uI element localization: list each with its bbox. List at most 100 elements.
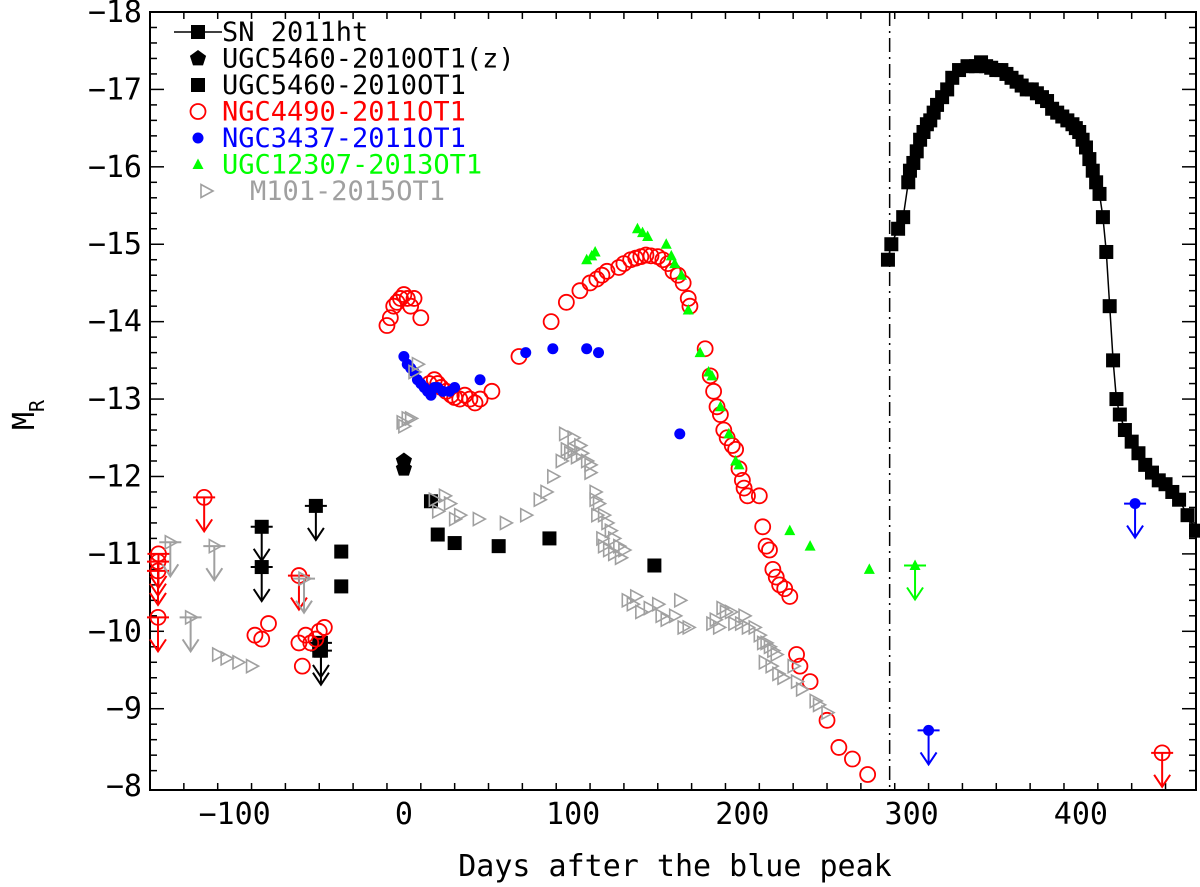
data-point — [580, 453, 596, 469]
data-point — [940, 82, 955, 97]
data-point — [519, 507, 535, 524]
x-tick-label: −100 — [199, 797, 271, 832]
data-point — [571, 282, 589, 300]
y-tick-label: −9 — [106, 692, 142, 727]
data-point — [451, 390, 469, 408]
data-point — [575, 445, 591, 462]
upper-limit-head — [252, 588, 271, 603]
legend-label: SN 2011ht — [222, 17, 368, 48]
x-axis-title: Days after the blue peak — [458, 849, 891, 884]
data-point — [555, 453, 570, 469]
data-point — [818, 711, 836, 729]
series-6 — [159, 356, 836, 721]
data-point — [665, 249, 677, 261]
upper-limit — [304, 498, 327, 542]
upper-limit-head — [149, 575, 168, 590]
data-point — [739, 487, 756, 505]
data-point — [447, 536, 462, 551]
data-point — [770, 646, 785, 663]
data-point — [483, 382, 501, 400]
legend-marker — [189, 103, 207, 120]
data-point — [909, 144, 924, 159]
y-tick-label: −14 — [88, 305, 142, 340]
series-5 — [581, 222, 927, 602]
data-point — [378, 317, 396, 334]
series-0 — [880, 55, 1200, 538]
data-point — [211, 646, 227, 663]
upper-limit — [1124, 498, 1147, 540]
data-point — [767, 642, 782, 659]
data-point — [642, 230, 654, 241]
data-point — [863, 563, 875, 574]
data-point — [405, 290, 423, 307]
data-point — [1124, 434, 1139, 449]
data-point — [705, 382, 723, 400]
data-point — [706, 369, 718, 381]
data-point — [790, 673, 806, 690]
data-point — [491, 539, 506, 554]
data-point — [448, 511, 464, 527]
legend-marker — [191, 78, 205, 92]
data-point — [547, 468, 562, 485]
data-point — [334, 544, 349, 559]
data-point — [696, 340, 714, 358]
data-point — [715, 421, 733, 439]
data-point — [1092, 186, 1107, 201]
data-point — [727, 440, 745, 458]
data-point — [220, 650, 235, 667]
y-tick-label: −18 — [88, 0, 142, 30]
data-point — [694, 346, 706, 358]
data-point — [398, 290, 416, 307]
data-point — [602, 542, 618, 558]
legend-label: NGC3437-2011OT1 — [222, 123, 466, 154]
y-tick-label: −10 — [88, 614, 142, 649]
upper-limit-head — [312, 672, 330, 687]
upper-limit — [917, 724, 940, 767]
upper-limit-head — [149, 638, 167, 654]
y-tick-label: −16 — [88, 150, 142, 185]
y-tick-label: −13 — [88, 382, 142, 417]
data-point — [290, 634, 308, 652]
upper-limit — [147, 608, 169, 654]
data-point — [859, 766, 877, 783]
upper-limit-head — [906, 586, 924, 602]
y-tick-label: −11 — [88, 537, 142, 572]
data-point — [750, 487, 768, 505]
legend-label: UGC5460-2010OT1(z) — [222, 44, 515, 75]
data-point — [764, 560, 782, 578]
x-tick-label: 200 — [715, 797, 769, 832]
data-point — [777, 669, 792, 686]
data-point — [591, 507, 606, 524]
legend: SN 2011htUGC5460-2010OT1(z)UGC5460-2010O… — [174, 17, 515, 207]
data-point — [655, 607, 670, 624]
data-point — [767, 568, 785, 586]
data-point — [733, 471, 751, 489]
data-point — [589, 484, 604, 500]
data-point — [906, 155, 921, 170]
upper-limit — [250, 519, 273, 563]
data-point — [1109, 392, 1124, 407]
data-point — [471, 390, 489, 408]
data-point — [771, 576, 789, 594]
data-point — [651, 596, 667, 613]
data-point — [723, 427, 735, 439]
data-point — [584, 464, 599, 481]
upper-limit-head — [149, 592, 167, 607]
data-point — [411, 356, 427, 373]
legend-entry: M101-2015OT1 — [200, 176, 445, 207]
upper-limit — [203, 538, 226, 582]
data-point — [675, 269, 687, 280]
data-point — [647, 558, 662, 573]
series-4 — [398, 343, 1147, 767]
data-point — [716, 600, 731, 616]
data-point — [631, 222, 643, 234]
data-point — [1172, 492, 1187, 507]
data-point — [1112, 407, 1127, 422]
upper-limit — [250, 560, 273, 603]
data-point — [738, 607, 753, 624]
series-1 — [395, 452, 412, 476]
data-point — [401, 410, 416, 427]
data-point — [431, 503, 447, 520]
upper-limit-head — [1153, 774, 1171, 789]
